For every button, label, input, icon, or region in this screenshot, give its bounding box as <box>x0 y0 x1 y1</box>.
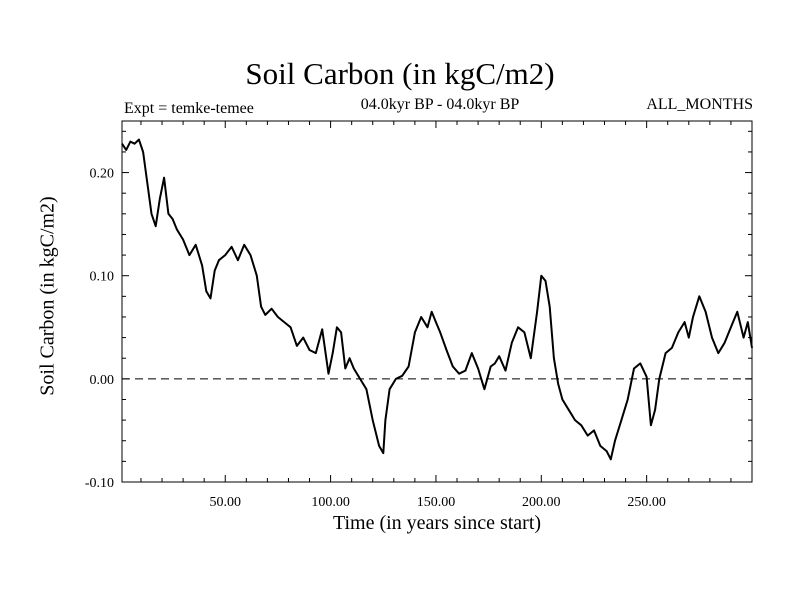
plot-frame <box>121 120 753 483</box>
series-line-0 <box>121 138 753 461</box>
y-tick-label: 0.20 <box>90 167 115 182</box>
y-tick-label: 0.00 <box>90 373 115 388</box>
experiment-label: Expt = temke-temee <box>124 100 254 117</box>
x-tick-label: 200.00 <box>522 495 561 510</box>
y-tick-label: -0.10 <box>85 476 114 491</box>
months-label: ALL_MONTHS <box>646 96 753 113</box>
chart-title: Soil Carbon (in kgC/m2) <box>245 56 555 91</box>
x-tick-label: 50.00 <box>209 495 241 510</box>
x-axis-label: Time (in years since start) <box>332 512 542 534</box>
y-tick-label: 0.10 <box>90 270 115 285</box>
period-label: 04.0kyr BP - 04.0kyr BP <box>360 96 520 113</box>
x-tick-label: 250.00 <box>627 495 666 510</box>
x-tick-label: 100.00 <box>311 495 350 510</box>
x-tick-label: 150.00 <box>417 495 456 510</box>
